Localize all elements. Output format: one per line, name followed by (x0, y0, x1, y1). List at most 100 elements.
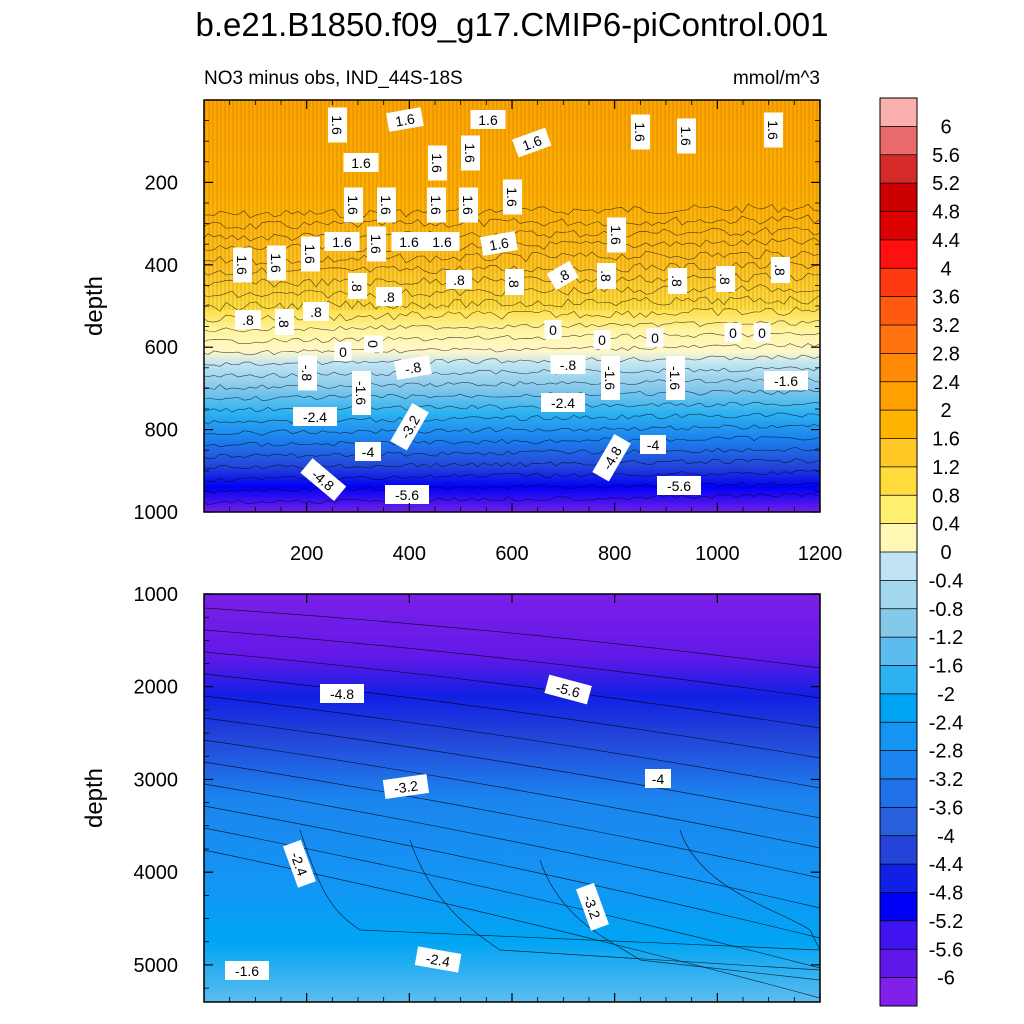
colorbar-box (880, 495, 917, 525)
contour-line (203, 695, 821, 789)
contour-label: 1.6 (427, 187, 446, 223)
contour-line (203, 435, 821, 448)
contour-label: .8 (546, 260, 579, 291)
contour-line (203, 332, 821, 344)
lower-panel: -4.8 -5.6 -3.2 -4 -2.4 -3.2 -2.4 -1.6 1000 2000 3… (81, 584, 821, 1003)
contour-label: 1.6 (480, 231, 518, 256)
lower-ylabel: depth (81, 768, 108, 828)
contour-label-box (343, 153, 379, 172)
contour-label: 1.6 (367, 226, 386, 262)
contour-line (203, 783, 821, 909)
contour-label-text: .8 (669, 275, 685, 287)
contour-label: 1.6 (324, 232, 360, 251)
contour-label: .8 (771, 257, 790, 283)
contour-label: -2.4 (283, 839, 316, 888)
y-tick-label: 3000 (134, 769, 179, 791)
colorbar-box (880, 353, 917, 383)
colorbar-label: -6 (937, 968, 955, 990)
contour-label-box (716, 266, 735, 292)
contour-label-box (657, 476, 701, 495)
colorbar-label: 0.4 (932, 514, 960, 536)
colorbar-label: -5.2 (929, 911, 963, 933)
colorbar-box (880, 183, 917, 212)
colorbar-box (880, 665, 917, 695)
upper-contour-labels: 1.6 1.6 1.61.6 1.6 1.61.61.6 1.61.61.6 1.6 1.6 1… (233, 107, 808, 504)
contour-label-text: 1.6 (504, 187, 520, 207)
contour-label: -.8 (550, 355, 586, 374)
contour-label: .8 (348, 273, 367, 299)
colorbar-box (880, 211, 917, 241)
colorbar-label: -2.8 (929, 741, 963, 763)
contour-label-box (640, 435, 666, 454)
colorbar-label: 1.2 (932, 457, 960, 479)
contour-line (203, 651, 821, 729)
contour-label-text: .8 (772, 264, 788, 276)
contour-label-box (334, 342, 352, 361)
contour-label-text: 1.6 (632, 122, 648, 142)
contour-label-box (328, 107, 347, 143)
contour-label-box (646, 328, 664, 347)
contour-label: -4 (640, 435, 666, 454)
colorbar-box (880, 949, 917, 979)
colorbar-label: -4.8 (929, 883, 963, 905)
colorbar-label: -4 (937, 826, 955, 848)
contour-line (203, 739, 821, 849)
contour-label: 1.6 (267, 245, 286, 281)
colorbar-box (880, 552, 917, 581)
colorbar-label: -1.6 (929, 656, 963, 678)
colorbar-box (880, 864, 917, 893)
contour-label: 1.6 (470, 110, 506, 129)
contour-label-box (293, 407, 337, 426)
contour-label-text: .8 (453, 272, 465, 288)
contour-label-box (352, 371, 371, 415)
colorbar-box (880, 835, 917, 865)
colorbar-box (880, 296, 917, 326)
contour-line (203, 717, 821, 819)
contour-label: -.8 (298, 355, 317, 391)
contour-label-box (364, 335, 383, 353)
contour-label-text: 1.6 (329, 115, 345, 135)
contour-line (203, 446, 821, 460)
colorbar-label: 4 (940, 258, 951, 280)
contour-label-box (298, 355, 317, 391)
contour-label-box (385, 485, 429, 504)
contour-label: .8 (716, 266, 735, 292)
colorbar-label: 2.4 (932, 372, 960, 394)
y-tick-label: 4000 (134, 862, 179, 884)
contour-line (203, 607, 821, 669)
contour-label-box (666, 356, 685, 400)
contour-label: -3.2 (576, 882, 609, 931)
colorbar-label: 1.6 (932, 429, 960, 451)
contour-label-text: -1.6 (667, 366, 683, 390)
contour-label-text: -2.4 (425, 950, 452, 970)
contour-label-box (597, 263, 616, 289)
colorbar-box (880, 126, 917, 156)
contour-label-text: -.8 (299, 365, 315, 382)
colorbar-label: -2.4 (929, 712, 963, 734)
contour-label-text: -2.4 (551, 395, 575, 411)
x-tick-label: 800 (598, 543, 631, 565)
contour-label-text: 1.6 (399, 234, 419, 250)
contour-label: -4 (355, 442, 381, 461)
contour-label-box (459, 187, 478, 223)
y-tick-label: 1000 (134, 584, 179, 606)
contour-label-text: .8 (242, 312, 254, 328)
lower-contours (203, 607, 821, 999)
contour-label: -1.6 (601, 356, 620, 400)
colorbar-label: -2 (937, 684, 955, 706)
lower-field (204, 594, 820, 1002)
contour-label-box (480, 231, 518, 256)
contour-label-text: 0 (339, 344, 347, 360)
contour-label-text: -4.8 (330, 686, 354, 702)
contour-label-text: .8 (276, 316, 292, 328)
colorbar-box (880, 325, 917, 354)
colorbar-box (880, 580, 917, 610)
contour-label-box (544, 674, 592, 705)
contour-label: 1.6 (343, 153, 379, 172)
contour-label-box (505, 269, 524, 295)
contour-label: 1.6 (424, 232, 460, 251)
contour-label-box (771, 257, 790, 283)
contour-label: 1.6 (428, 145, 447, 181)
contour-label-text: 0 (651, 330, 659, 346)
